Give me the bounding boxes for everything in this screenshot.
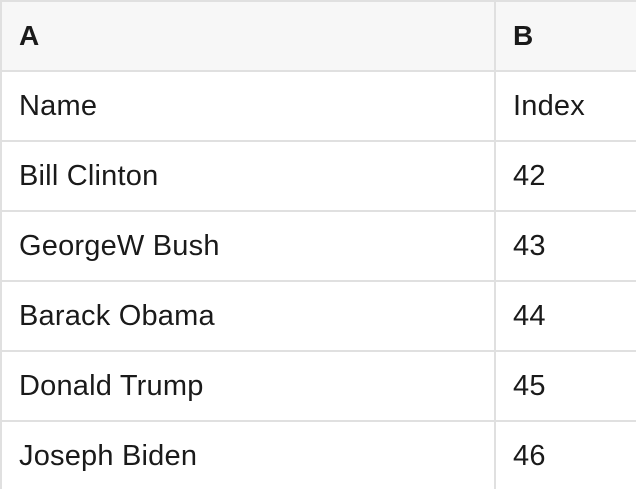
cell-a6[interactable]: Joseph Biden [2, 422, 496, 489]
cell-a1[interactable]: Name [2, 72, 496, 140]
cell-a5[interactable]: Donald Trump [2, 352, 496, 420]
cell-text: Joseph Biden [19, 439, 198, 472]
column-header-b[interactable]: B [496, 2, 636, 70]
cell-b6[interactable]: 46 [496, 422, 636, 489]
cell-text: Index [513, 89, 585, 122]
cell-a2[interactable]: Bill Clinton [2, 142, 496, 210]
cell-text: Bill Clinton [19, 159, 159, 192]
cell-b3[interactable]: 43 [496, 212, 636, 280]
column-header-a[interactable]: A [2, 2, 496, 70]
table-row-1: Name Index [2, 72, 636, 142]
cell-a4[interactable]: Barack Obama [2, 282, 496, 350]
cell-text: Name [19, 89, 98, 122]
cell-b1[interactable]: Index [496, 72, 636, 140]
cell-text: 45 [513, 369, 546, 402]
table-row-3: GeorgeW Bush 43 [2, 212, 636, 282]
cell-b5[interactable]: 45 [496, 352, 636, 420]
cell-text: Donald Trump [19, 369, 204, 402]
cell-text: Barack Obama [19, 299, 215, 332]
column-header-row: A B [2, 2, 636, 72]
cell-text: 46 [513, 439, 546, 472]
table-row-5: Donald Trump 45 [2, 352, 636, 422]
column-header-b-label: B [513, 20, 534, 51]
table-row-6: Joseph Biden 46 [2, 422, 636, 489]
table-row-4: Barack Obama 44 [2, 282, 636, 352]
cell-text: GeorgeW Bush [19, 229, 220, 262]
cell-b4[interactable]: 44 [496, 282, 636, 350]
cell-a3[interactable]: GeorgeW Bush [2, 212, 496, 280]
column-header-a-label: A [19, 20, 40, 51]
cell-text: 43 [513, 229, 546, 262]
cell-text: 42 [513, 159, 546, 192]
table-row-2: Bill Clinton 42 [2, 142, 636, 212]
cell-b2[interactable]: 42 [496, 142, 636, 210]
cell-text: 44 [513, 299, 546, 332]
